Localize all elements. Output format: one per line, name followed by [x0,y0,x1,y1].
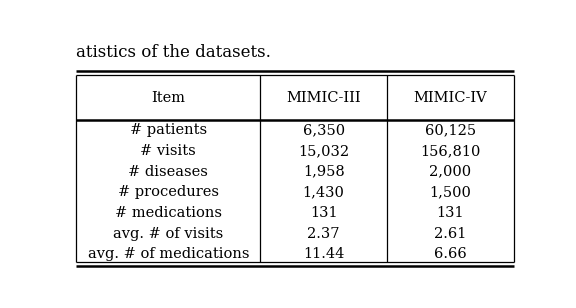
Text: # medications: # medications [115,206,222,220]
Text: # patients: # patients [130,123,207,137]
Text: MIMIC-III: MIMIC-III [286,91,361,105]
Text: 2.37: 2.37 [308,227,340,241]
Text: avg. # of medications: avg. # of medications [88,247,249,261]
Text: 60,125: 60,125 [425,123,476,137]
Text: 131: 131 [310,206,338,220]
Text: 1,500: 1,500 [430,185,471,199]
Text: 2,000: 2,000 [430,165,472,179]
Text: # diseases: # diseases [128,165,209,179]
Text: 1,958: 1,958 [303,165,344,179]
Text: 6,350: 6,350 [302,123,344,137]
Text: # visits: # visits [141,144,196,158]
Text: 11.44: 11.44 [303,247,344,261]
Text: Item: Item [151,91,185,105]
Text: 131: 131 [437,206,464,220]
Text: 1,430: 1,430 [303,185,344,199]
Text: 15,032: 15,032 [298,144,349,158]
Text: 6.66: 6.66 [434,247,467,261]
Text: # procedures: # procedures [118,185,219,199]
Text: 156,810: 156,810 [420,144,481,158]
Text: MIMIC-IV: MIMIC-IV [414,91,487,105]
Text: atistics of the datasets.: atistics of the datasets. [77,44,271,61]
Text: avg. # of visits: avg. # of visits [113,227,223,241]
Text: 2.61: 2.61 [434,227,467,241]
